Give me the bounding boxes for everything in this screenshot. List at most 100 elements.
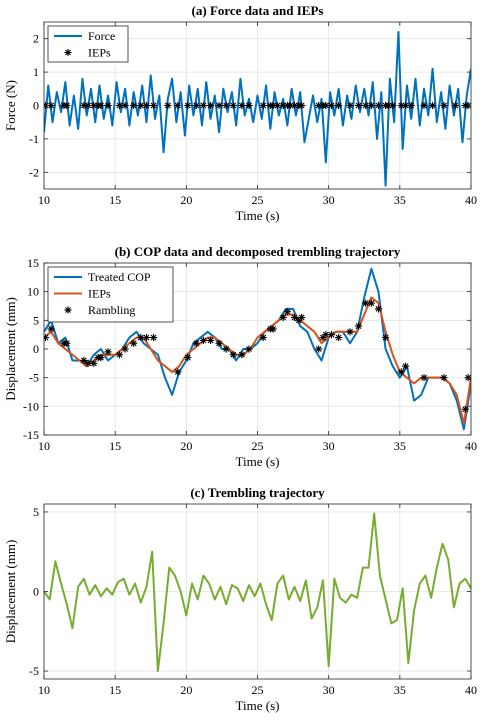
chart-title: (b) COP data and decomposed trembling tr…: [115, 244, 401, 259]
data-point: [121, 345, 129, 353]
data-point: [245, 101, 253, 110]
data-point: [63, 101, 71, 110]
data-point: [164, 101, 172, 110]
data-point: [121, 101, 129, 110]
data-point: [192, 339, 200, 347]
x-tick-label: 35: [394, 683, 406, 697]
x-tick-label: 25: [252, 683, 264, 697]
y-axis-label: Displacement (mm): [3, 297, 18, 401]
data-point: [290, 101, 299, 110]
y-tick-label: -1: [29, 132, 39, 146]
y-tick-label: 0: [33, 585, 39, 599]
data-point: [47, 325, 55, 333]
data-point: [322, 101, 330, 110]
data-point: [90, 359, 98, 367]
x-tick-label: 35: [394, 193, 406, 207]
data-point: [327, 331, 336, 339]
data-point: [461, 405, 469, 413]
data-point: [327, 101, 336, 110]
legend-box: [47, 25, 129, 63]
x-axis-label: Time (s): [236, 454, 280, 469]
legend: Treated COP IEPs Rambling: [47, 266, 174, 323]
data-point: [215, 101, 223, 110]
y-tick-label: -10: [23, 399, 39, 413]
y-tick-label: -5: [29, 371, 39, 385]
data-point: [354, 101, 363, 110]
panel-force: 10 15 20 25 30 35 40 -2 -1 0 1 2 (a) Force data and …: [3, 3, 477, 223]
data-point: [222, 345, 230, 353]
data-point: [44, 333, 50, 342]
series-group: [44, 512, 471, 673]
data-point: [115, 101, 124, 110]
data-point: [374, 101, 383, 110]
data-point: [174, 101, 182, 110]
x-tick-label: 40: [465, 683, 477, 697]
y-tick-label: 0: [33, 99, 39, 113]
data-point: [206, 101, 215, 110]
data-point: [279, 313, 287, 322]
data-point: [199, 336, 208, 344]
x-tick-label: 25: [252, 439, 264, 453]
data-point: [245, 345, 253, 353]
data-point: [184, 101, 192, 110]
y-tick-label: -15: [23, 428, 39, 442]
y-tick-label: -5: [29, 664, 39, 678]
data-point: [283, 308, 291, 316]
y-tick-label: 15: [27, 256, 39, 270]
legend-label: Treated COP: [88, 270, 151, 284]
panel-cop: 10 15 20 25 30 35 40 -15 -10 -5 0 5 10 15 (b) COP data…: [3, 244, 477, 469]
data-point: [104, 101, 112, 110]
x-tick-label: 10: [38, 193, 50, 207]
data-point: [149, 101, 158, 110]
y-axis-label: Force (N): [3, 80, 18, 131]
data-point: [259, 101, 267, 110]
data-point: [407, 101, 415, 110]
x-axis-label: Time (s): [236, 698, 280, 713]
data-point: [130, 101, 138, 110]
series-line-0: [44, 512, 471, 673]
data-point: [397, 368, 405, 376]
data-point: [192, 101, 200, 110]
data-point: [63, 339, 71, 347]
data-point: [174, 368, 182, 376]
data-point: [97, 101, 105, 110]
y-tick-label: 5: [33, 313, 39, 327]
y-tick-label: 0: [33, 342, 39, 356]
data-point: [273, 101, 282, 110]
data-point: [315, 345, 323, 353]
legend-label: Force: [88, 29, 115, 43]
x-tick-label: 15: [109, 683, 121, 697]
y-tick-label: 1: [33, 65, 39, 79]
x-tick-label: 15: [109, 439, 121, 453]
x-tick-label: 35: [394, 439, 406, 453]
x-tick-label: 40: [465, 439, 477, 453]
data-point: [290, 313, 299, 322]
y-tick-label: -2: [29, 165, 39, 179]
data-point: [80, 356, 88, 365]
y-axis-label: Displacement (mm): [3, 540, 18, 644]
x-axis-label: Time (s): [236, 208, 280, 223]
data-point: [80, 101, 88, 110]
data-point: [199, 101, 208, 110]
data-point: [346, 328, 354, 336]
data-point: [222, 101, 230, 110]
data-point: [440, 101, 448, 110]
data-point: [374, 305, 383, 313]
data-point: [47, 101, 55, 110]
data-point: [115, 351, 124, 359]
data-point: [137, 101, 145, 110]
data-point: [298, 313, 306, 322]
data-point: [142, 333, 151, 342]
legend-label: IEPs: [88, 46, 111, 60]
x-tick-label: 20: [180, 193, 192, 207]
y-tick-label: 5: [33, 505, 39, 519]
panel-trembling: 10 15 20 25 30 35 40 -5 0 5 (c) Trembling trajecto…: [3, 485, 477, 713]
data-point: [440, 374, 448, 382]
data-point: [206, 336, 215, 344]
data-point: [382, 333, 390, 342]
legend-marker: [64, 48, 72, 57]
data-point: [184, 354, 192, 362]
data-point: [428, 101, 437, 110]
data-point: [238, 101, 246, 110]
